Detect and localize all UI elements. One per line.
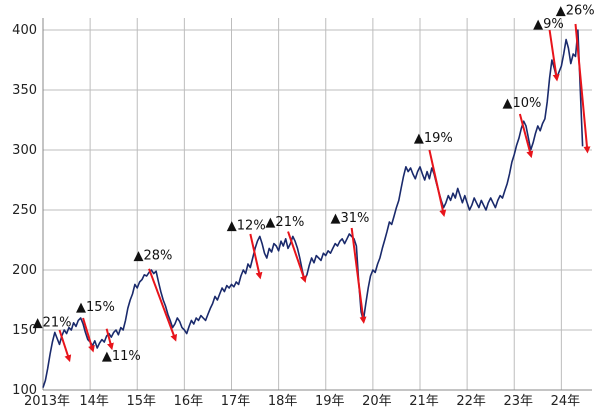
drawdown-arrow [428, 149, 447, 218]
drawdown-arrow [58, 329, 72, 363]
x-tick-label: 15年 [126, 394, 156, 407]
drawdown-arrow [105, 328, 114, 351]
drawdown-label: ▲21% [33, 316, 72, 331]
drawdown-label: ▲9% [533, 17, 564, 32]
x-tick-label: 23年 [503, 394, 533, 407]
y-tick-label: 150 [12, 323, 37, 338]
drawdown-arrow [518, 113, 534, 159]
drawdown-label: ▲26% [556, 4, 595, 19]
x-tick-label: 14年 [79, 394, 109, 407]
drawdown-arrow [249, 233, 263, 280]
drawdown-label: ▲11% [102, 349, 141, 364]
x-tick-label: 24年 [551, 394, 581, 407]
grid [42, 18, 592, 391]
drawdown-label: ▲12% [227, 218, 266, 233]
y-tick-label: 300 [12, 143, 37, 158]
drawdown-label: ▲19% [414, 131, 453, 146]
x-tick-label: 16年 [174, 394, 204, 407]
x-tick-label: 21年 [409, 394, 439, 407]
y-tick-label: 200 [12, 263, 37, 278]
series-line [42, 29, 584, 388]
x-tick-label: 19年 [315, 394, 345, 407]
y-tick-label: 400 [12, 23, 37, 38]
series-group [42, 29, 584, 388]
annotations: ▲21%▲15%▲11%▲28%▲12% ▲21% ▲31%▲19%▲10%▲9%▲… [33, 4, 595, 365]
x-axis-ticks: 2013年 14年 15年 16年 17年 18年 19年 20年 21年 22年 23年 24年 [24, 394, 580, 407]
drawdown-arrow [148, 268, 178, 342]
x-tick-label: 20年 [362, 394, 392, 407]
x-tick-label: 22年 [456, 394, 486, 407]
drawdown-arrow [350, 227, 367, 324]
x-tick-label: 2013年 [24, 394, 70, 407]
y-axis-ticks: 100 150 200 250 300 350 400 [12, 23, 37, 398]
drawdown-label: ▲21% [265, 215, 304, 230]
drawdown-arrow [287, 231, 307, 283]
drawdown-label: ▲15% [76, 300, 115, 315]
x-tick-label: 17年 [221, 394, 251, 407]
drawdown-arrow [82, 317, 95, 353]
drawdown-label: ▲31% [330, 211, 369, 226]
drawdown-arrow [574, 23, 591, 154]
x-tick-label: 18年 [268, 394, 298, 407]
y-tick-label: 100 [12, 383, 37, 398]
drawdown-arrow [548, 29, 560, 82]
y-tick-label: 350 [12, 83, 37, 98]
y-tick-label: 250 [12, 203, 37, 218]
drawdown-label: ▲28% [133, 248, 172, 263]
axes [42, 18, 592, 391]
drawdown-label: ▲10% [502, 96, 541, 111]
